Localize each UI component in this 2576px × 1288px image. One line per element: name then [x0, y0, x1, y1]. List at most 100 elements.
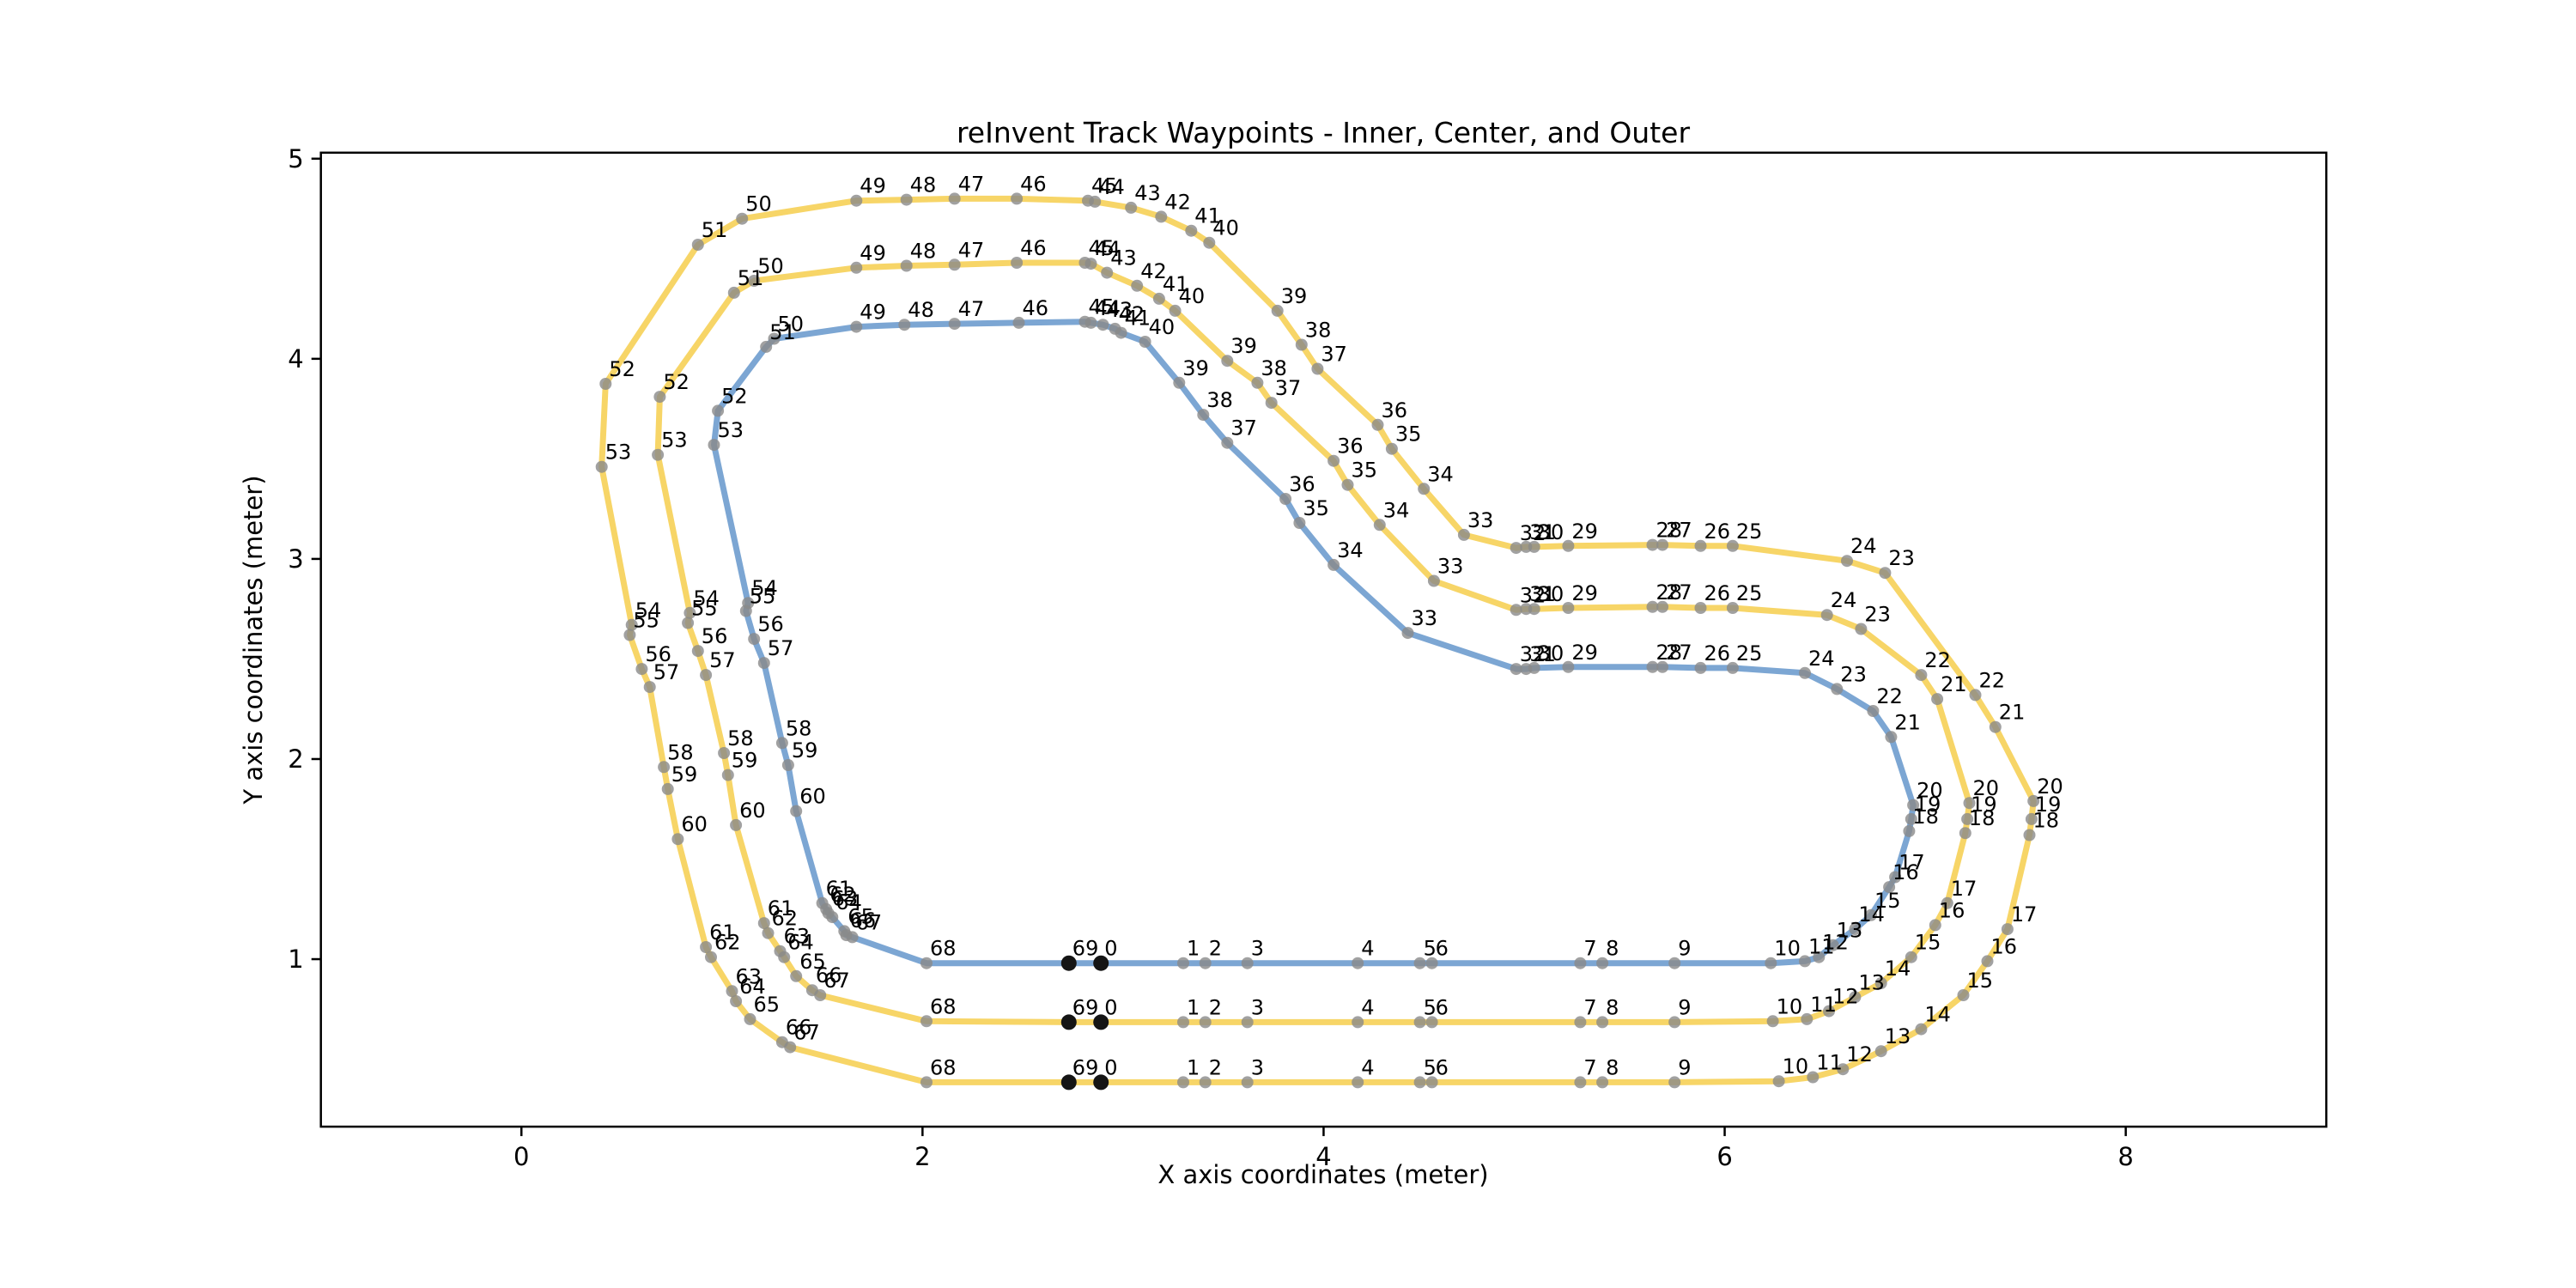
waypoint-dot-inner-1 — [1177, 957, 1189, 969]
waypoint-label-inner-37: 37 — [1230, 416, 1257, 440]
waypoint-label-center-42: 42 — [1140, 259, 1167, 283]
waypoint-dot-center-14 — [1874, 977, 1887, 989]
y-tick-label: 1 — [288, 945, 303, 974]
waypoint-dot-center-18 — [1959, 827, 1971, 840]
waypoint-label-outer-9: 9 — [1678, 1055, 1691, 1079]
waypoint-label-inner-63: 63 — [832, 886, 859, 910]
waypoint-label-inner-50: 50 — [778, 313, 805, 337]
waypoint-label-center-11: 11 — [1810, 993, 1837, 1017]
waypoint-label-inner-61: 61 — [826, 877, 853, 901]
waypoint-label-outer-30: 30 — [1538, 520, 1564, 544]
waypoint-label-center-46: 46 — [1020, 236, 1047, 260]
waypoint-dot-inner-15 — [1865, 908, 1877, 921]
waypoint-label-outer-56: 56 — [645, 642, 671, 666]
waypoint-label-inner-55: 55 — [750, 585, 776, 609]
waypoint-label-center-27: 27 — [1666, 580, 1692, 605]
waypoint-dot-inner-68 — [920, 957, 933, 969]
waypoint-label-center-47: 47 — [958, 238, 985, 262]
waypoint-label-center-35: 35 — [1352, 459, 1378, 483]
waypoint-label-inner-59: 59 — [792, 738, 818, 762]
waypoint-label-outer-44: 44 — [1098, 175, 1125, 199]
waypoint-dot-inner-34 — [1327, 558, 1340, 571]
waypoint-label-inner-19: 19 — [1915, 793, 1941, 817]
waypoint-label-inner-16: 16 — [1893, 860, 1919, 884]
waypoint-label-center-3: 3 — [1251, 995, 1264, 1019]
waypoint-dot-inner-48 — [898, 319, 911, 331]
waypoint-label-inner-35: 35 — [1303, 496, 1329, 520]
waypoint-label-center-1: 1 — [1187, 995, 1200, 1019]
waypoint-label-inner-33: 33 — [1412, 606, 1438, 630]
waypoint-dot-center-43 — [1101, 266, 1114, 279]
waypoint-dot-center-21 — [1931, 693, 1944, 706]
waypoint-dot-outer-62 — [705, 951, 717, 963]
waypoint-dot-inner-37 — [1221, 436, 1234, 449]
waypoint-label-outer-66: 66 — [786, 1016, 812, 1040]
waypoint-dot-center-4 — [1352, 1016, 1364, 1029]
waypoint-label-inner-53: 53 — [718, 418, 744, 442]
waypoint-dot-outer-45 — [1082, 194, 1094, 207]
waypoint-label-outer-7: 7 — [1583, 1055, 1596, 1079]
waypoint-label-outer-16: 16 — [1991, 934, 2018, 958]
waypoint-label-inner-10: 10 — [1774, 937, 1801, 961]
waypoint-dot-center-54 — [683, 606, 696, 619]
waypoint-label-inner-54: 54 — [751, 576, 778, 600]
waypoint-dot-outer-49 — [850, 194, 863, 207]
waypoint-dot-outer-41 — [1185, 224, 1198, 237]
waypoint-dot-outer-42 — [1155, 210, 1168, 223]
waypoint-dot-center-52 — [653, 391, 666, 404]
x-axis-ticks: 0 2 4 6 8 — [513, 1127, 2134, 1171]
waypoint-dot-center-31 — [1520, 603, 1533, 616]
waypoint-dot-outer-68 — [920, 1076, 933, 1089]
waypoint-label-center-67: 67 — [823, 969, 850, 993]
waypoint-label-center-20: 20 — [1973, 776, 2000, 800]
waypoint-label-outer-32: 32 — [1520, 521, 1546, 545]
waypoint-dot-inner-59 — [781, 759, 794, 771]
waypoint-label-outer-45: 45 — [1091, 174, 1118, 198]
waypoint-label-inner-49: 49 — [860, 301, 886, 325]
waypoint-dot-outer-6 — [1425, 1076, 1438, 1089]
waypoint-label-outer-59: 59 — [671, 762, 698, 787]
waypoint-dot-outer-4 — [1352, 1076, 1364, 1089]
waypoint-dot-outer-32 — [1510, 542, 1522, 555]
waypoint-label-inner-7: 7 — [1583, 937, 1596, 961]
waypoint-dot-inner-24 — [1799, 666, 1811, 679]
waypoint-dot-inner-39 — [1173, 376, 1186, 389]
waypoint-label-outer-52: 52 — [609, 357, 635, 381]
waypoint-label-center-7: 7 — [1583, 995, 1596, 1019]
waypoint-dot-inner-25 — [1726, 661, 1739, 674]
waypoint-label-inner-15: 15 — [1874, 889, 1901, 913]
waypoint-label-inner-39: 39 — [1182, 356, 1209, 380]
waypoint-label-outer-22: 22 — [1979, 668, 2006, 692]
waypoint-dot-inner-40 — [1139, 336, 1151, 348]
waypoint-label-center-6: 6 — [1436, 995, 1449, 1019]
waypoint-label-center-29: 29 — [1571, 581, 1598, 605]
start-marker-inner-69 — [1060, 955, 1077, 971]
waypoint-label-outer-36: 36 — [1382, 398, 1408, 422]
waypoint-dot-inner-43 — [1097, 319, 1109, 331]
waypoint-dot-inner-6 — [1425, 957, 1438, 969]
waypoint-dot-center-41 — [1152, 292, 1165, 305]
waypoint-label-outer-39: 39 — [1281, 284, 1308, 308]
waypoint-dot-center-16 — [1929, 919, 1941, 932]
waypoint-dot-center-13 — [1849, 991, 1862, 1004]
waypoint-dot-outer-33 — [1457, 528, 1470, 541]
waypoint-label-outer-5: 5 — [1424, 1055, 1437, 1079]
waypoint-label-outer-34: 34 — [1427, 462, 1454, 486]
waypoint-label-center-40: 40 — [1179, 284, 1206, 308]
waypoint-label-center-50: 50 — [757, 254, 784, 278]
waypoint-dot-outer-52 — [599, 378, 612, 390]
waypoint-label-center-57: 57 — [709, 648, 736, 672]
waypoint-label-center-54: 54 — [693, 586, 720, 611]
x-tick-label: 8 — [2117, 1142, 2133, 1171]
waypoint-dot-center-34 — [1373, 519, 1386, 532]
waypoint-dot-inner-16 — [1883, 881, 1896, 894]
waypoint-dot-outer-5 — [1413, 1076, 1426, 1089]
waypoint-dot-outer-2 — [1199, 1076, 1212, 1089]
waypoint-dot-outer-19 — [2025, 812, 2038, 825]
waypoint-label-inner-38: 38 — [1206, 388, 1233, 412]
waypoint-dot-outer-37 — [1311, 362, 1324, 375]
waypoint-dot-inner-56 — [748, 633, 761, 646]
waypoint-dot-outer-8 — [1596, 1076, 1609, 1089]
waypoint-label-outer-43: 43 — [1134, 181, 1161, 205]
waypoint-label-outer-10: 10 — [1783, 1054, 1809, 1078]
